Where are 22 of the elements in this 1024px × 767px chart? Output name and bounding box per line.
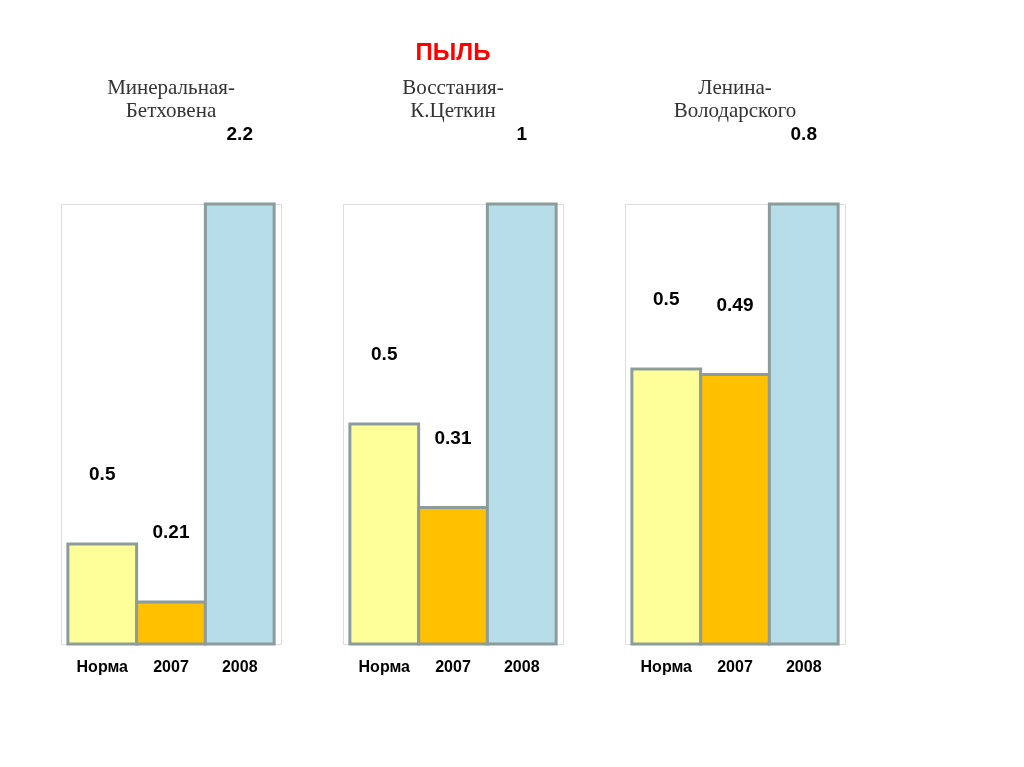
x-tick-label: 2008 bbox=[221, 657, 258, 675]
data-label: 0.5 bbox=[89, 463, 116, 484]
chart-subtitle: Восстания-К.Цеткин bbox=[402, 75, 504, 122]
x-tick-label: 2008 bbox=[785, 657, 822, 675]
data-label: 0.31 bbox=[434, 426, 472, 448]
x-tick-label: 2008 bbox=[503, 657, 540, 675]
data-label: 2.2 bbox=[226, 123, 253, 144]
x-tick-label: Норма bbox=[640, 657, 693, 675]
data-label: 0.5 bbox=[653, 288, 680, 309]
data-label: 0.8 bbox=[790, 123, 817, 144]
data-label: 0.5 bbox=[371, 343, 398, 364]
data-label: 0.49 bbox=[716, 293, 754, 315]
chart-subtitle: Ленина-Володарского bbox=[673, 75, 797, 122]
data-label: 0.21 bbox=[152, 521, 190, 542]
data-label: 1 bbox=[516, 123, 528, 144]
x-tick-label: 2007 bbox=[717, 657, 753, 675]
x-tick-label: 2007 bbox=[153, 657, 189, 675]
x-tick-label: 2007 bbox=[435, 657, 471, 675]
x-tick-label: Норма bbox=[358, 657, 411, 675]
x-tick-label: Норма bbox=[76, 657, 129, 675]
chart-title: ПЫЛЬ bbox=[415, 38, 491, 65]
chart-subtitle: Минеральная-Бетховена bbox=[107, 75, 235, 122]
